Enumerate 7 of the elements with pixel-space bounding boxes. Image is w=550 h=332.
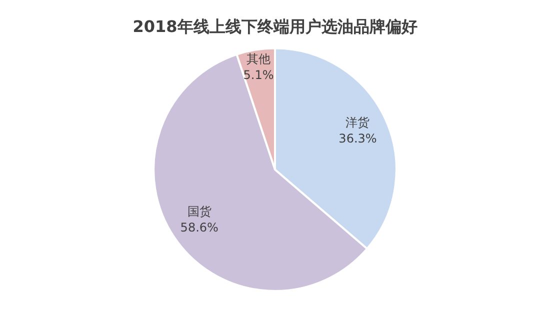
slice-label: 其他 (246, 52, 271, 66)
slice-label: 洋货 (346, 116, 370, 130)
chart-title: 2018年线上线下终端用户选油品牌偏好 (132, 16, 418, 36)
data-label: 58.6% (180, 220, 218, 234)
data-label: 36.3% (338, 132, 377, 146)
data-label: 5.1% (243, 68, 274, 82)
slice-label: 国货 (187, 204, 212, 218)
